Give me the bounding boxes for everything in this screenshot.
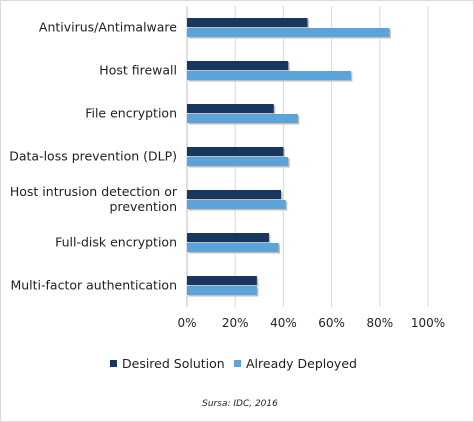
category-label: Full-disk encryption [55, 235, 177, 250]
category-label: Multi-factor authentication [10, 278, 177, 293]
legend-swatch [110, 360, 117, 367]
bar-deployed [187, 114, 298, 123]
bar-desired [187, 233, 269, 242]
category-label: prevention [110, 199, 177, 214]
category-labels: Antivirus/Antimalware Host firewall File e… [9, 20, 178, 293]
bar-deployed [187, 243, 279, 252]
bar-desired [187, 147, 284, 156]
category-label: Data-loss prevention (DLP) [9, 149, 177, 164]
x-axis-ticks: 0% 20% 40% 60% 80% 100% [177, 316, 445, 330]
legend-swatch [234, 360, 241, 367]
bar-deployed [187, 286, 257, 295]
source-note: Sursa: IDC, 2016 [202, 399, 278, 409]
x-tick-label: 40% [270, 316, 297, 330]
bar-desired [187, 190, 281, 199]
grid-lines [186, 6, 429, 307]
x-tick-label: 100% [411, 316, 445, 330]
bar-desired [187, 61, 289, 70]
bar-desired [187, 18, 308, 27]
bar-deployed [187, 200, 286, 209]
bar-deployed [187, 157, 289, 166]
legend-label: Desired Solution [122, 356, 225, 371]
x-tick-label: 0% [177, 316, 196, 330]
bar-desired [187, 276, 257, 285]
category-label: Host intrusion detection or [10, 184, 178, 199]
legend: Desired Solution Already Deployed [110, 356, 357, 371]
x-tick-label: 60% [318, 316, 345, 330]
category-label: File encryption [85, 106, 177, 121]
category-label: Host firewall [99, 63, 177, 78]
bars [187, 18, 391, 297]
x-tick-label: 20% [222, 316, 249, 330]
category-label: Antivirus/Antimalware [39, 20, 177, 35]
bar-deployed [187, 28, 390, 37]
bar-deployed [187, 71, 351, 80]
legend-label: Already Deployed [246, 356, 357, 371]
x-tick-label: 80% [366, 316, 393, 330]
bar-desired [187, 104, 274, 113]
